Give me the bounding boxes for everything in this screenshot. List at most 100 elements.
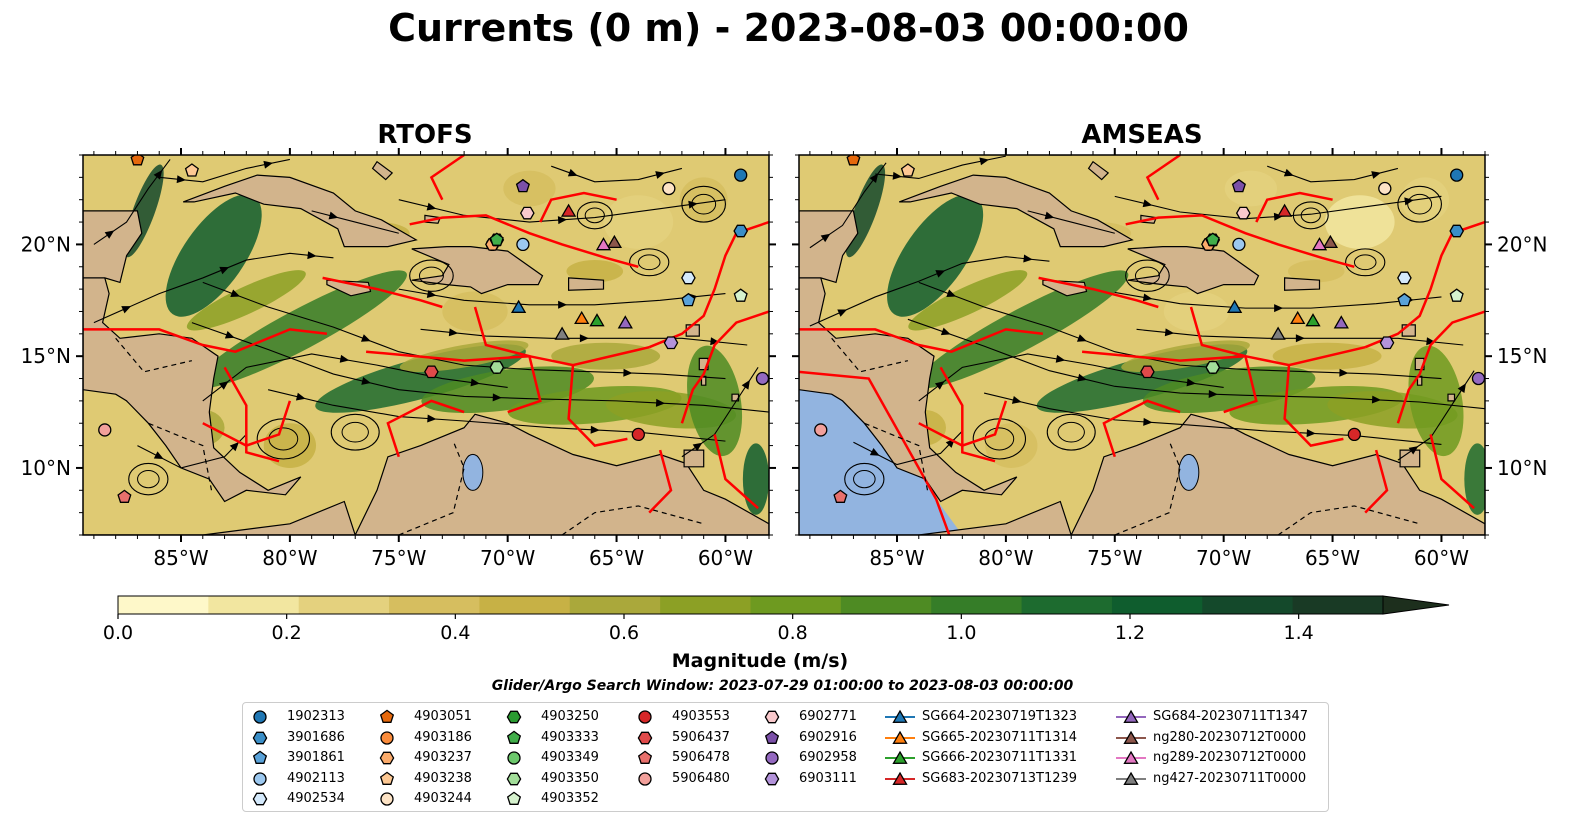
float-hexagon-icon (252, 731, 268, 744)
land (685, 324, 700, 337)
platform-marker (846, 155, 861, 166)
eez-boundary (1125, 214, 1355, 269)
platform-marker (1232, 237, 1246, 252)
eddy-streamline (128, 462, 169, 496)
land (1087, 160, 1110, 181)
streamline-arrow (655, 398, 666, 407)
lon-tick-label: 80°W (262, 546, 317, 570)
panel-title-rtofs: RTOFS (377, 120, 473, 150)
streamline-arrow (426, 290, 437, 298)
streamline-arrow (219, 266, 230, 275)
float-pentagon-icon (379, 771, 395, 785)
glider-triangle-icon (885, 709, 915, 723)
magnitude-patch (742, 443, 769, 515)
platform-marker (814, 423, 828, 437)
country-border (1277, 505, 1420, 535)
float-hexagon-icon (379, 751, 395, 765)
eddy-streamline (1046, 413, 1096, 451)
land (411, 246, 544, 295)
eez-boundary (1038, 276, 1159, 309)
streamline-arrow (360, 334, 371, 342)
float-circle-icon (253, 772, 267, 786)
streamline-arrow (339, 354, 350, 363)
land (567, 277, 605, 291)
legend-marker (764, 730, 780, 744)
legend-item-label: ng427-20230711T0000 (1153, 770, 1307, 786)
land (326, 279, 372, 297)
streamline-arrow (224, 330, 235, 339)
streamline-arrow (692, 442, 703, 452)
legend-marker (1123, 750, 1139, 765)
magnitude-patch (1408, 345, 1464, 457)
float-pentagon-icon (252, 750, 268, 765)
float-circle-icon (765, 751, 779, 765)
eddy-streamline (1353, 254, 1377, 271)
streamline-arrow (361, 377, 371, 385)
platform-marker (1231, 178, 1246, 193)
float-pentagon-icon (379, 709, 395, 723)
platform-marker (1311, 237, 1328, 251)
lon-tick-label: 80°W (978, 546, 1033, 570)
glider-triangle-icon (1116, 750, 1146, 765)
legend-item-label: 5906478 (672, 750, 730, 766)
lon-tick-label: 70°W (1196, 546, 1251, 570)
eez-boundary (1145, 155, 1181, 201)
platform-marker (1397, 271, 1412, 285)
country-border (831, 337, 909, 373)
lon-tick-label: 75°W (371, 546, 426, 570)
land (1399, 449, 1421, 468)
eddy-streamline (637, 254, 661, 271)
eez-boundary (473, 306, 542, 414)
eez-boundary (648, 449, 673, 514)
magnitude-patch (194, 270, 407, 389)
eddy-streamline (409, 259, 454, 292)
lon-tick-label: 85°W (869, 546, 924, 570)
eddy-streamline (1125, 259, 1170, 292)
map-rtofs (83, 155, 769, 535)
colorbar-tick-label: 0.6 (608, 622, 640, 644)
legend-marker (380, 730, 394, 745)
streamline-arrow (710, 337, 720, 346)
legend-item-label: 6902771 (799, 709, 857, 724)
platform-marker (681, 271, 696, 285)
float-circle-icon (638, 772, 652, 786)
magnitude-patch (887, 194, 984, 317)
legend-item-label: 4903333 (541, 729, 599, 745)
colorbar-tick-label: 0.8 (777, 622, 808, 644)
lake (462, 453, 484, 491)
land (700, 375, 707, 386)
legend-item-label: 3901861 (287, 750, 345, 766)
map-amseas (799, 155, 1485, 535)
eddy-streamline (584, 207, 605, 224)
legend-item-label: 4903352 (541, 791, 599, 807)
eddy-streamline (1134, 266, 1160, 285)
legend-marker (1123, 730, 1139, 744)
land (898, 174, 1134, 248)
legend-marker (1123, 709, 1139, 723)
colorbar-segment (840, 596, 932, 614)
streamline-arrow (1371, 395, 1382, 404)
streamline-arrow (1408, 446, 1419, 455)
legend-marker (1123, 771, 1139, 785)
streamline-arrow (176, 175, 186, 184)
colorbar-frame (117, 595, 1384, 615)
streamline-arrow (1023, 254, 1033, 263)
streamline-arrow (557, 216, 568, 225)
streamline-arrow (470, 378, 480, 387)
colorbar-tick-label: 0.0 (102, 622, 134, 644)
land (83, 277, 302, 503)
streamline-arrow (579, 334, 589, 343)
streamline-arrow (1426, 337, 1436, 346)
streamline-arrow (892, 171, 902, 180)
float-circle-icon (380, 792, 394, 807)
platform-marker (1140, 365, 1155, 379)
legend: 1902313 3901686 3901861 4902113 4902534 49030… (242, 702, 1329, 812)
platform-marker (755, 371, 769, 386)
lon-tick-label: 70°W (480, 546, 535, 570)
platform-marker (424, 365, 439, 379)
legend-item-label: 4903250 (541, 709, 599, 724)
platform-marker (130, 155, 145, 166)
eddy-streamline (1292, 201, 1329, 230)
lon-tick-label: 75°W (1087, 546, 1142, 570)
eez-boundary (386, 399, 465, 458)
